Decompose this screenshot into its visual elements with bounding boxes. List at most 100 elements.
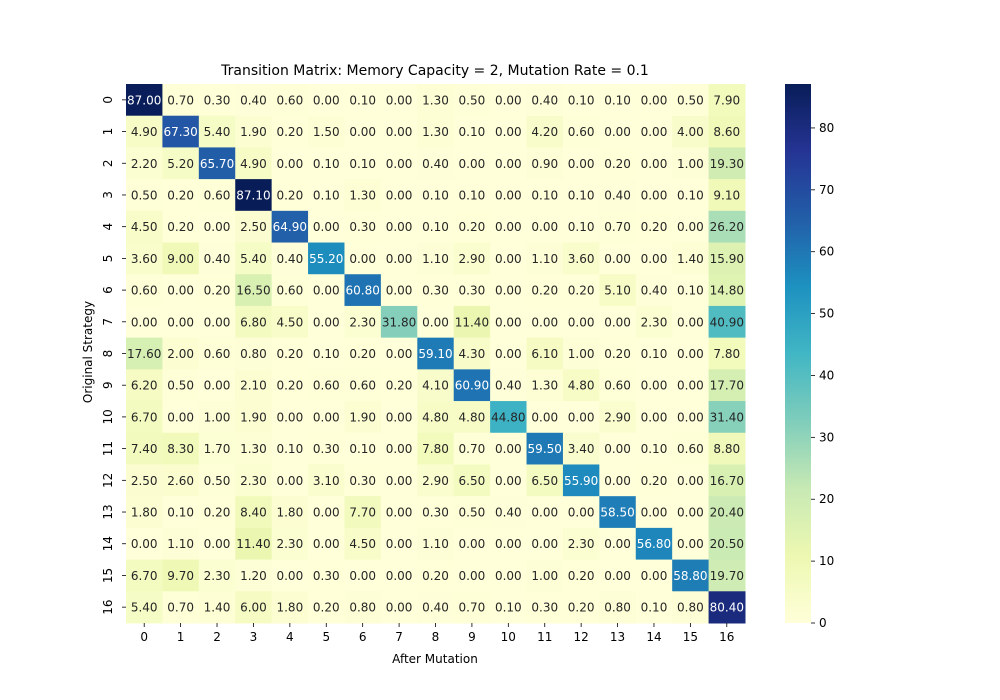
heatmap-cell [672,432,710,465]
cell-value-label: 0.80 [604,601,631,615]
heatmap-cell [198,305,236,339]
cell-value-label: 0.10 [313,157,340,171]
heatmap-cell [344,210,382,244]
cell-value-label: 17.70 [710,379,744,393]
cell-value-label: 59.10 [418,347,452,361]
cell-value-label: 0.00 [495,125,522,139]
heatmap-cell [526,147,564,180]
colorbar-tick-label: 30 [819,430,834,444]
cell-value-label: 0.00 [276,410,303,424]
cell-value-label: 55.20 [309,252,343,266]
heatmap-cell [562,591,600,624]
cell-value-label: 0.10 [531,188,558,202]
heatmap-cell [271,305,309,339]
heatmap-cell [308,401,345,434]
cell-value-label: 0.00 [386,506,413,520]
cell-value-label: 0.10 [568,220,595,234]
cell-value-label: 15.90 [710,252,744,266]
heatmap-cell [126,115,163,148]
heatmap-cell [672,147,710,180]
cell-value-label: 0.20 [276,125,303,139]
heatmap-cell [453,464,491,497]
heatmap-cell [380,527,418,561]
cell-value-label: 0.00 [349,125,376,139]
heatmap-cell [562,401,600,434]
heatmap-cell [635,305,673,339]
heatmap-cell [126,432,163,465]
cell-value-label: 1.50 [313,125,340,139]
heatmap-cell [162,496,200,529]
cell-value-label: 0.00 [204,537,231,551]
cell-value-label: 0.00 [386,347,413,361]
heatmap-cell [162,147,200,180]
cell-value-label: 0.70 [459,442,486,456]
cell-value-label: 7.80 [713,347,740,361]
heatmap-cell [526,242,564,275]
cell-value-label: 16.70 [710,474,744,488]
heatmap-cell [162,84,200,117]
heatmap-cell [672,84,710,117]
heatmap-cell [672,242,710,275]
heatmap-cell [599,147,637,180]
cell-value-label: 0.60 [677,442,704,456]
cell-value-label: 0.00 [386,601,413,615]
heatmap-cell [562,496,600,529]
cell-value-label: 0.10 [349,442,376,456]
cell-value-label: 0.00 [568,506,595,520]
cell-value-label: 5.40 [204,125,231,139]
cell-value-label: 0.00 [386,188,413,202]
heatmap-cell [417,179,455,212]
cell-value-label: 20.50 [710,537,744,551]
heatmap-cell [235,432,273,465]
cell-value-label: 0.20 [568,569,595,583]
heatmap-cell [198,496,236,529]
heatmap-cell [308,559,345,592]
heatmap-cell [708,401,746,434]
colorbar-tick-label: 50 [819,307,834,321]
cell-value-label: 1.30 [422,125,449,139]
cell-value-label: 0.00 [313,284,340,298]
cell-value-label: 0.50 [459,93,486,107]
cell-value-label: 4.80 [422,410,449,424]
heatmap-cell [635,369,673,402]
heatmap-cell [344,591,382,624]
cell-value-label: 0.00 [386,220,413,234]
cell-value-label: 17.60 [127,347,161,361]
heatmap-cell [162,432,200,465]
heatmap-cell [344,432,382,465]
cell-value-label: 0.70 [167,601,194,615]
cell-value-label: 0.20 [204,284,231,298]
heatmap-cell [308,496,345,529]
cell-value-label: 3.40 [568,442,595,456]
heatmap-cell [599,84,637,117]
x-tick-label: 13 [610,630,625,644]
x-tick-label: 0 [140,630,148,644]
heatmap-cell [526,464,564,497]
cell-value-label: 0.00 [276,569,303,583]
cell-value-label: 0.00 [204,379,231,393]
cell-value-label: 0.00 [495,474,522,488]
cell-value-label: 0.00 [677,315,704,329]
heatmap-cell [526,527,564,561]
cell-value-label: 4.20 [531,125,558,139]
heatmap-cell [162,464,200,497]
cell-value-label: 0.00 [204,220,231,234]
cell-value-label: 0.00 [495,537,522,551]
heatmap-cell [599,401,637,434]
cell-value-label: 0.00 [604,569,631,583]
cell-value-label: 0.00 [531,410,558,424]
cell-value-label: 2.30 [568,537,595,551]
heatmap-cell [526,115,564,148]
cell-value-label: 1.80 [276,601,303,615]
cell-value-label: 0.00 [386,252,413,266]
heatmap-cell [599,464,637,497]
heatmap-cell [562,369,600,402]
heatmap-cell [308,115,345,148]
cell-value-label: 1.10 [167,537,194,551]
heatmap-cell [453,401,491,434]
heatmap-cell [708,464,746,497]
cell-value-label: 44.80 [491,410,525,424]
cell-value-label: 0.30 [531,601,558,615]
cell-value-label: 0.00 [677,347,704,361]
cell-value-label: 2.30 [641,315,668,329]
